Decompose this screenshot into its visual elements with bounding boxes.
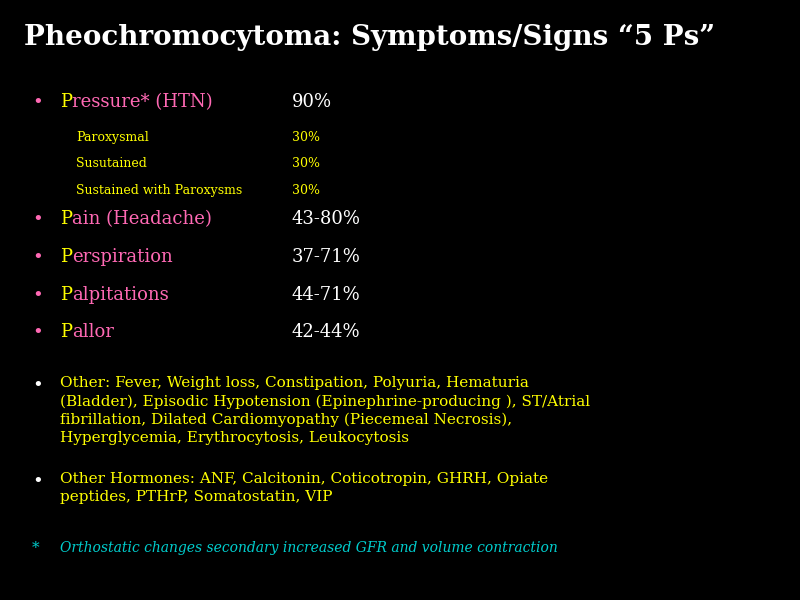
- Text: P: P: [60, 286, 72, 304]
- Text: alpitations: alpitations: [72, 286, 169, 304]
- Text: •: •: [32, 248, 42, 266]
- Text: 30%: 30%: [292, 131, 320, 144]
- Text: Other: Fever, Weight loss, Constipation, Polyuria, Hematuria
(Bladder), Episodic: Other: Fever, Weight loss, Constipation,…: [60, 376, 590, 445]
- Text: erspiration: erspiration: [72, 248, 173, 266]
- Text: Pheochromocytoma: Symptoms/Signs “5 Ps”: Pheochromocytoma: Symptoms/Signs “5 Ps”: [24, 24, 715, 51]
- Text: Orthostatic changes secondary increased GFR and volume contraction: Orthostatic changes secondary increased …: [60, 541, 558, 555]
- Text: •: •: [32, 323, 42, 341]
- Text: 37-71%: 37-71%: [292, 248, 361, 266]
- Text: 30%: 30%: [292, 157, 320, 170]
- Text: Sustained with Paroxysms: Sustained with Paroxysms: [76, 184, 242, 197]
- Text: 42-44%: 42-44%: [292, 323, 361, 341]
- Text: 30%: 30%: [292, 184, 320, 197]
- Text: allor: allor: [72, 323, 114, 341]
- Text: •: •: [32, 286, 42, 304]
- Text: ressure* (HTN): ressure* (HTN): [72, 93, 213, 111]
- Text: Susutained: Susutained: [76, 157, 147, 170]
- Text: ain (Headache): ain (Headache): [72, 210, 212, 228]
- Text: 44-71%: 44-71%: [292, 286, 361, 304]
- Text: P: P: [60, 210, 72, 228]
- Text: •: •: [32, 210, 42, 228]
- Text: P: P: [60, 248, 72, 266]
- Text: Other Hormones: ANF, Calcitonin, Coticotropin, GHRH, Opiate
peptides, PTHrP, Som: Other Hormones: ANF, Calcitonin, Coticot…: [60, 472, 548, 504]
- Text: P: P: [60, 323, 72, 341]
- Text: 90%: 90%: [292, 93, 332, 111]
- Text: P: P: [60, 93, 72, 111]
- Text: •: •: [32, 93, 42, 111]
- Text: *: *: [32, 541, 40, 555]
- Text: Paroxysmal: Paroxysmal: [76, 131, 149, 144]
- Text: •: •: [32, 472, 42, 490]
- Text: •: •: [32, 376, 42, 394]
- Text: 43-80%: 43-80%: [292, 210, 361, 228]
